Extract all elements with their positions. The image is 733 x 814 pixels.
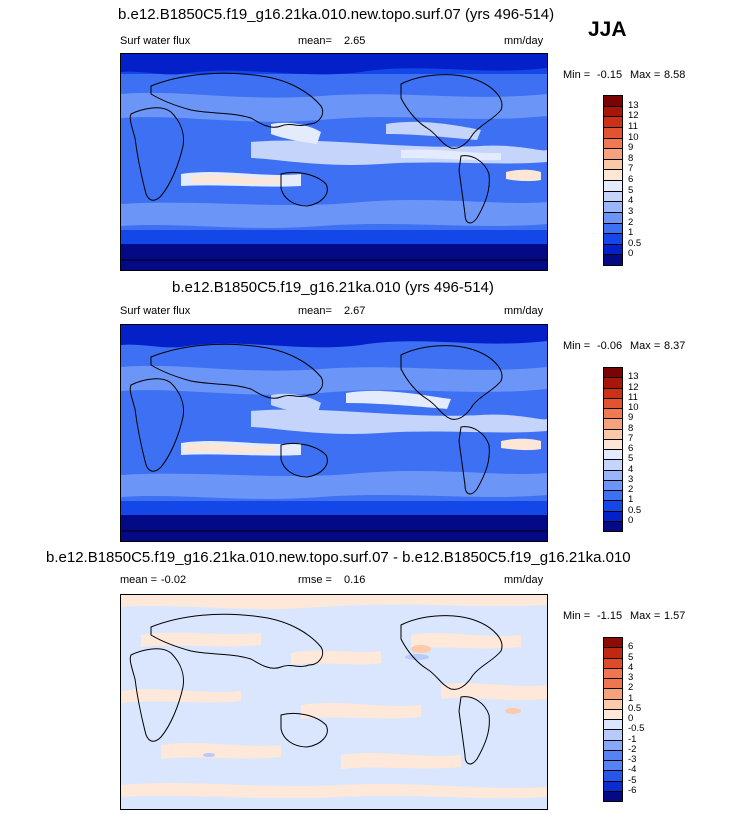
units-label: mm/day — [504, 305, 544, 317]
colorbar-tick-label: 7 — [628, 432, 634, 444]
colorbar-tick-label: 5 — [628, 184, 634, 196]
colorbar-tick-label: 9 — [628, 142, 634, 154]
colorbar-tick-label: 2 — [628, 216, 634, 228]
panel-title: b.e12.B1850C5.f19_g16.21ka.010.new.topo.… — [118, 6, 555, 23]
colorbar-tick-label: -4 — [628, 764, 637, 776]
colorbar-tick-label: 11 — [628, 120, 638, 132]
map-field — [121, 325, 547, 541]
panel-title: b.e12.B1850C5.f19_g16.21ka.010 (yrs 496-… — [172, 279, 494, 296]
colorbar-tick-label: 2 — [628, 484, 634, 495]
colorbar-difference: -6 -5 -4 -3 -2 -1 -0.5 0 0.5 1 2 3 4 5 6 — [603, 637, 663, 802]
diff-map — [120, 594, 548, 810]
colorbar-tick-label: 9 — [628, 412, 634, 424]
colorbar-tick-label: -6 — [628, 784, 637, 796]
min-label: Min = — [563, 610, 591, 622]
colorbar-tick-label: 0 — [628, 514, 634, 526]
colorbar-swatch — [603, 254, 623, 266]
colorbar-tick-label: 1 — [628, 227, 634, 239]
min-value: -0.06 — [597, 340, 623, 352]
units-label: mm/day — [504, 574, 544, 586]
colorbar-test: 0 0.5 1 2 3 4 5 6 7 8 9 10 11 12 13 — [603, 95, 663, 266]
colorbar-tick-label: 4 — [628, 661, 634, 673]
mean-value: -0.02 — [161, 574, 187, 586]
mean-label: mean = — [120, 574, 157, 586]
colorbar-tick-label: -1 — [628, 733, 637, 745]
colorbar-tick-label: 10 — [628, 402, 639, 413]
max-label: Max = — [630, 340, 661, 352]
season-label: JJA — [588, 18, 627, 41]
colorbar-tick-label: 12 — [628, 110, 639, 122]
max-label: Max = — [630, 610, 661, 622]
map-field — [121, 595, 547, 809]
min-label: Min = — [563, 340, 591, 352]
colorbar-tick-label: 6 — [628, 641, 634, 653]
colorbar-tick-label: 2 — [628, 682, 634, 694]
max-label: Max = — [630, 69, 661, 81]
colorbar-tick-label: -0.5 — [628, 723, 645, 735]
colorbar-tick-label: 7 — [628, 163, 634, 175]
min-value: -0.15 — [597, 69, 623, 81]
colorbar-tick-label: 4 — [628, 195, 634, 207]
precip-map-test — [120, 53, 548, 271]
colorbar-tick-label: 0.5 — [628, 702, 642, 714]
colorbar-tick-label: 0 — [628, 713, 634, 724]
colorbar-tick-label: 8 — [628, 422, 634, 434]
mean-value: 2.65 — [344, 35, 366, 47]
colorbar-tick-label: 10 — [628, 131, 639, 143]
variable-label: Surf water flux — [120, 305, 191, 317]
colorbar-tick-label: 1 — [628, 494, 634, 506]
max-value: 1.57 — [664, 610, 686, 622]
colorbar-tick-label: 6 — [628, 443, 634, 454]
min-label: Min = — [563, 69, 591, 81]
map-field — [121, 54, 547, 270]
colorbar-tick-label: -5 — [628, 774, 637, 786]
colorbar-tick-label: 0 — [628, 248, 634, 260]
precip-map-control — [120, 324, 548, 542]
mean-value: 2.67 — [344, 305, 366, 317]
panel-title: b.e12.B1850C5.f19_g16.21ka.010.new.topo.… — [46, 549, 631, 566]
mean-label: mean= — [298, 305, 332, 317]
max-value: 8.37 — [664, 340, 686, 352]
min-value: -1.15 — [597, 610, 623, 622]
mean-label: mean= — [298, 35, 332, 47]
colorbar-tick-label: 11 — [628, 391, 638, 403]
colorbar-tick-label: 8 — [628, 152, 634, 164]
colorbar-tick-label: 12 — [628, 381, 639, 393]
colorbar-tick-label: 5 — [628, 453, 634, 465]
colorbar-tick-label: -3 — [628, 754, 637, 765]
colorbar-swatch — [603, 520, 623, 532]
colorbar-tick-label: 3 — [628, 473, 634, 485]
colorbar-tick-label: 3 — [628, 205, 634, 217]
colorbar-tick-label: 3 — [628, 672, 634, 683]
colorbar-tick-label: -2 — [628, 743, 637, 755]
rmse-value: 0.16 — [344, 574, 366, 586]
colorbar-tick-label: 0.5 — [628, 504, 642, 516]
colorbar-tick-label: 6 — [628, 174, 634, 185]
units-label: mm/day — [504, 35, 544, 47]
colorbar-tick-label: 13 — [628, 371, 639, 383]
variable-label: Surf water flux — [120, 35, 191, 47]
colorbar-tick-label: 4 — [628, 463, 634, 475]
colorbar-tick-label: 13 — [628, 99, 639, 111]
max-value: 8.58 — [664, 69, 686, 81]
colorbar-tick-label: 1 — [628, 692, 634, 704]
rmse-label: rmse = — [298, 574, 332, 586]
colorbar-tick-label: 5 — [628, 651, 634, 663]
colorbar-tick-label: 0.5 — [628, 237, 642, 249]
colorbar-control: 0 0.5 1 2 3 4 5 6 7 8 9 10 11 12 13 — [603, 367, 663, 532]
colorbar-swatch — [603, 790, 623, 802]
